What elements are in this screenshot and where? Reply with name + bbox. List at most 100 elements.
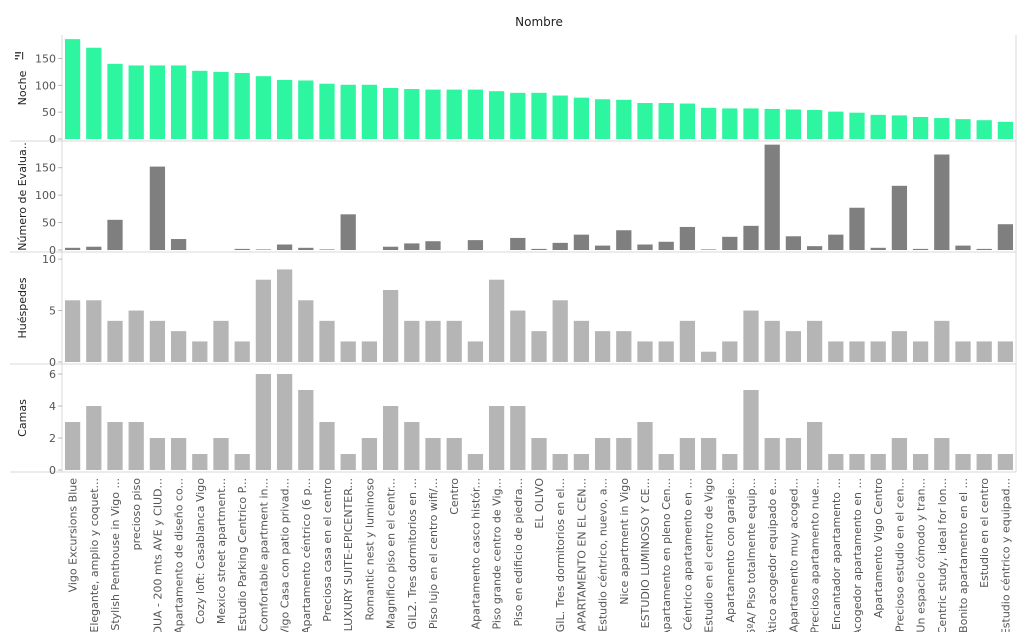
bar[interactable] bbox=[764, 438, 780, 470]
bar[interactable] bbox=[298, 300, 314, 362]
bar[interactable] bbox=[340, 84, 356, 139]
bar[interactable] bbox=[637, 422, 653, 470]
bar[interactable] bbox=[107, 422, 123, 470]
bar[interactable] bbox=[870, 454, 886, 470]
bar[interactable] bbox=[298, 80, 314, 139]
bar[interactable] bbox=[425, 320, 441, 362]
bar[interactable] bbox=[594, 99, 611, 139]
bar[interactable] bbox=[425, 89, 441, 139]
bar[interactable] bbox=[192, 454, 208, 470]
bar[interactable] bbox=[722, 341, 738, 362]
bar[interactable] bbox=[149, 65, 166, 139]
bar[interactable] bbox=[86, 246, 102, 250]
bar[interactable] bbox=[616, 230, 632, 250]
bar[interactable] bbox=[404, 243, 420, 250]
bar[interactable] bbox=[64, 247, 81, 250]
bar[interactable] bbox=[319, 320, 335, 362]
bar[interactable] bbox=[594, 245, 611, 250]
bar[interactable] bbox=[934, 154, 950, 250]
bar[interactable] bbox=[976, 454, 992, 470]
bar[interactable] bbox=[213, 438, 229, 470]
bar[interactable] bbox=[722, 454, 738, 470]
bar[interactable] bbox=[637, 244, 653, 250]
bar[interactable] bbox=[912, 341, 929, 362]
bar[interactable] bbox=[276, 244, 293, 250]
bar[interactable] bbox=[510, 237, 526, 250]
bar[interactable] bbox=[552, 454, 568, 470]
bar[interactable] bbox=[86, 300, 102, 362]
bar[interactable] bbox=[849, 341, 865, 362]
bar[interactable] bbox=[955, 119, 971, 139]
bar[interactable] bbox=[170, 239, 187, 250]
bar[interactable] bbox=[234, 341, 250, 362]
bar[interactable] bbox=[637, 103, 653, 139]
bar[interactable] bbox=[743, 310, 759, 362]
bar[interactable] bbox=[891, 331, 908, 362]
bar[interactable] bbox=[298, 247, 314, 250]
bar[interactable] bbox=[679, 320, 696, 362]
bar[interactable] bbox=[510, 310, 526, 362]
bar[interactable] bbox=[404, 320, 420, 362]
bar[interactable] bbox=[149, 320, 166, 362]
bar[interactable] bbox=[594, 438, 611, 470]
bar[interactable] bbox=[149, 166, 166, 250]
bar[interactable] bbox=[849, 112, 865, 139]
bar[interactable] bbox=[573, 234, 590, 250]
bar[interactable] bbox=[997, 341, 1014, 362]
bar[interactable] bbox=[658, 341, 674, 362]
bar[interactable] bbox=[213, 71, 229, 139]
bar[interactable] bbox=[700, 249, 717, 250]
bar[interactable] bbox=[637, 341, 653, 362]
bar[interactable] bbox=[64, 39, 81, 139]
bar[interactable] bbox=[722, 236, 738, 250]
bar[interactable] bbox=[319, 83, 335, 139]
bar[interactable] bbox=[806, 422, 823, 470]
sort-icon[interactable] bbox=[15, 52, 24, 60]
bar[interactable] bbox=[976, 120, 992, 139]
bar[interactable] bbox=[531, 438, 547, 470]
bar[interactable] bbox=[255, 279, 272, 362]
bar[interactable] bbox=[170, 331, 187, 362]
bar[interactable] bbox=[828, 111, 844, 139]
bar[interactable] bbox=[319, 249, 335, 250]
bar[interactable] bbox=[510, 406, 526, 470]
bar[interactable] bbox=[86, 47, 102, 139]
bar[interactable] bbox=[340, 454, 356, 470]
bar[interactable] bbox=[934, 320, 950, 362]
bar[interactable] bbox=[616, 438, 632, 470]
bar[interactable] bbox=[276, 79, 293, 139]
bar[interactable] bbox=[531, 248, 547, 250]
bar[interactable] bbox=[722, 108, 738, 139]
bar[interactable] bbox=[891, 438, 908, 470]
bar[interactable] bbox=[870, 341, 886, 362]
bar[interactable] bbox=[552, 300, 568, 362]
bar[interactable] bbox=[658, 454, 674, 470]
bar[interactable] bbox=[658, 103, 674, 139]
bar[interactable] bbox=[700, 438, 717, 470]
bar[interactable] bbox=[467, 341, 484, 362]
bar[interactable] bbox=[64, 422, 81, 470]
bar[interactable] bbox=[170, 65, 187, 139]
bar[interactable] bbox=[488, 279, 505, 362]
bar[interactable] bbox=[955, 454, 971, 470]
bar[interactable] bbox=[955, 245, 971, 250]
bar[interactable] bbox=[192, 341, 208, 362]
bar[interactable] bbox=[255, 374, 272, 470]
bar[interactable] bbox=[679, 226, 696, 250]
bar[interactable] bbox=[828, 234, 844, 250]
bar[interactable] bbox=[616, 331, 632, 362]
bar[interactable] bbox=[340, 341, 356, 362]
bar[interactable] bbox=[361, 341, 378, 362]
bar[interactable] bbox=[891, 115, 908, 139]
bar[interactable] bbox=[785, 109, 802, 139]
bar[interactable] bbox=[446, 89, 462, 139]
bar[interactable] bbox=[128, 310, 144, 362]
bar[interactable] bbox=[616, 99, 632, 139]
bar[interactable] bbox=[679, 438, 696, 470]
bar[interactable] bbox=[997, 121, 1014, 139]
bar[interactable] bbox=[382, 290, 399, 362]
bar[interactable] bbox=[446, 438, 462, 470]
bar[interactable] bbox=[86, 406, 102, 470]
bar[interactable] bbox=[213, 320, 229, 362]
bar[interactable] bbox=[531, 92, 547, 139]
